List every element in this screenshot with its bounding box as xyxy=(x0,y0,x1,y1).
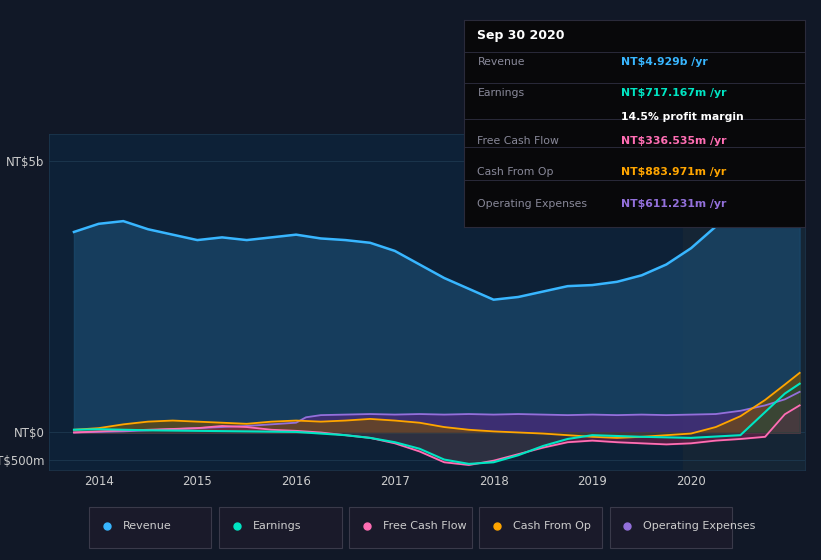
Text: 14.5% profit margin: 14.5% profit margin xyxy=(621,112,743,122)
Text: NT$611.231m /yr: NT$611.231m /yr xyxy=(621,199,726,209)
Text: NT$717.167m /yr: NT$717.167m /yr xyxy=(621,88,726,98)
FancyBboxPatch shape xyxy=(350,507,471,548)
Text: Operating Expenses: Operating Expenses xyxy=(478,199,588,209)
Text: Earnings: Earnings xyxy=(478,88,525,98)
FancyBboxPatch shape xyxy=(219,507,342,548)
Text: Sep 30 2020: Sep 30 2020 xyxy=(478,29,565,42)
Text: Revenue: Revenue xyxy=(122,521,171,531)
Text: NT$883.971m /yr: NT$883.971m /yr xyxy=(621,167,726,177)
Text: Free Cash Flow: Free Cash Flow xyxy=(478,136,559,146)
FancyBboxPatch shape xyxy=(479,507,602,548)
Text: Revenue: Revenue xyxy=(478,57,525,67)
Text: Operating Expenses: Operating Expenses xyxy=(643,521,755,531)
Text: NT$4.929b /yr: NT$4.929b /yr xyxy=(621,57,708,67)
Text: NT$336.535m /yr: NT$336.535m /yr xyxy=(621,136,726,146)
Text: Cash From Op: Cash From Op xyxy=(478,167,554,177)
FancyBboxPatch shape xyxy=(609,507,732,548)
Text: Free Cash Flow: Free Cash Flow xyxy=(383,521,466,531)
Text: Earnings: Earnings xyxy=(253,521,301,531)
Bar xyxy=(683,134,805,470)
Text: Cash From Op: Cash From Op xyxy=(512,521,590,531)
FancyBboxPatch shape xyxy=(89,507,212,548)
